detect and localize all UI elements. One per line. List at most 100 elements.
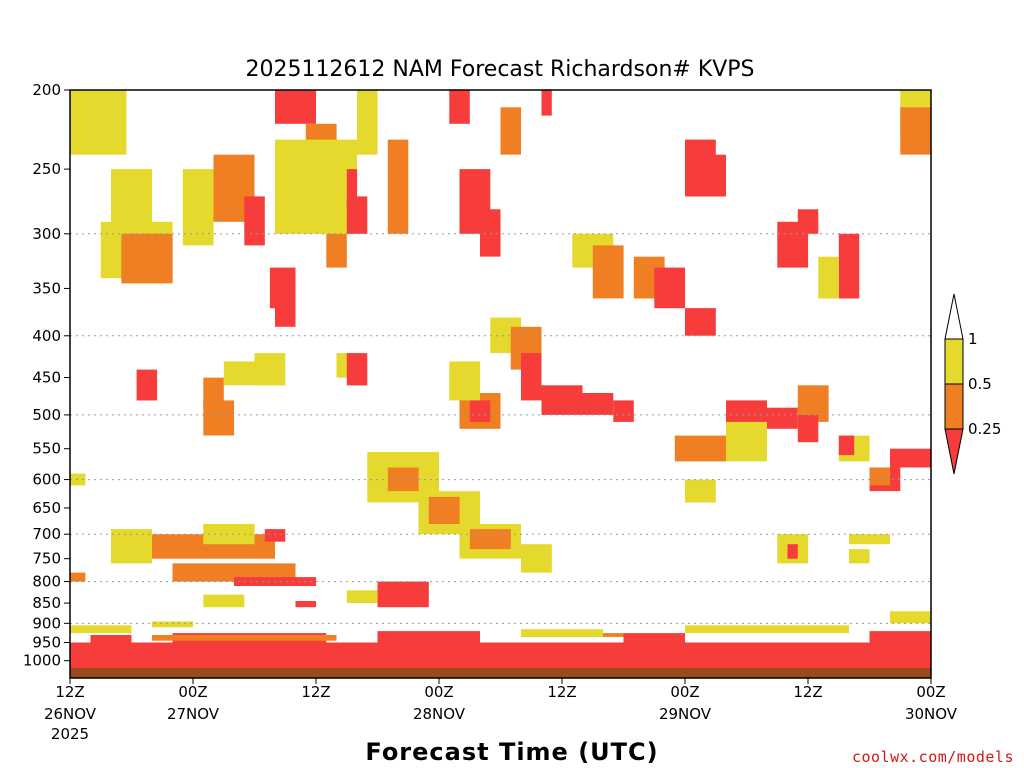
heatmap-cell-30 [469,529,511,550]
y-tick-label-350: 350 [32,279,61,297]
heatmap-cell-1 [90,635,132,647]
x-axis: 12Z 26NOV 2025 00Z 27NOV 12Z 00Z 28NOV 12Z 00Z 29N… [44,678,958,743]
heatmap-cell-91 [890,448,931,468]
heatmap-cell-6 [152,635,337,641]
heatmap-cell-87 [674,435,727,462]
legend-swatch-0.25-to-0.5 [944,383,964,430]
y-tick-label-800: 800 [32,573,61,591]
heatmap-cell-86 [797,414,819,443]
y-tick-label-900: 900 [32,614,61,632]
heatmap-cell-61 [838,233,860,299]
y-axis: 200 250 300 350 400 450 500 550 600 650 700 750 800 8… [23,81,70,670]
ground-band [70,668,931,678]
heatmap-cell-4 [623,633,685,645]
y-tick-label-850: 850 [32,594,61,612]
legend-swatch-above-1 [944,293,964,340]
heatmap-cell-32 [70,90,127,155]
heatmap-cell-66 [275,298,296,327]
heatmap-cell-41 [275,139,357,234]
x-tick-date-1: 27NOV [167,705,220,723]
heatmap-cell-84 [767,407,798,429]
heatmap-cell-79 [254,353,286,386]
heatmap-cell-26 [387,467,419,492]
legend-swatch-below-0.25 [944,428,964,475]
legend-label-1: 0.5 [968,375,992,393]
y-tick-label-650: 650 [32,499,61,517]
heatmap-cell-19 [172,563,296,582]
heatmap-cell-75 [136,369,158,401]
x-axis-label: Forecast Time (UTC) [365,738,658,766]
heatmap-cell-52 [480,209,501,257]
heatmap-cell-48 [449,90,470,124]
heatmap-cell-12 [890,611,931,624]
heatmap-cell-94 [685,479,716,503]
heatmap-cell-62 [797,209,819,234]
heatmap-cell-42 [326,233,347,268]
heatmap-cell-35 [121,233,173,284]
heatmap-cell-90 [838,435,855,456]
heatmap-cell-16 [111,529,152,564]
x-tick-time-5: 00Z [670,683,699,701]
x-tick-date-0: 26NOV [44,705,97,723]
x-tick-time-3: 00Z [424,683,453,701]
heatmap-cell-71 [582,393,614,415]
heatmap-cell-74 [469,400,491,422]
heatmap-cell-24 [346,590,378,603]
y-tick-label-550: 550 [32,440,61,458]
heatmap-cell-18 [264,529,286,542]
chart-title: 2025112612 NAM Forecast Richardson# KVPS [245,57,754,82]
heatmap-cell-77 [203,377,224,408]
heatmap-cell-78 [223,361,255,386]
plot-area [70,90,931,678]
heatmap-cell-39 [275,90,316,124]
x-tick-time-1: 00Z [178,683,207,701]
x-tick-date-3: 28NOV [413,705,466,723]
legend-label-0: 1 [968,330,978,348]
heatmap-cell-50 [541,90,552,116]
x-tick-time-2: 12Z [301,683,330,701]
heatmap-cell-0 [70,642,931,673]
heatmap-cell-81 [346,353,368,386]
heatmap-cell-65 [900,107,931,155]
heatmap-cell-88 [726,421,767,462]
x-tick-time-7: 00Z [916,683,945,701]
x-tick-date-5: 29NOV [659,705,712,723]
plot-frame [69,89,932,679]
heatmap-cell-70 [541,385,583,415]
heatmap-cell-45 [346,169,358,210]
x-tick-time-6: 12Z [793,683,822,701]
heatmap-cell-3 [377,631,480,645]
x-tick-time-0: 12Z [55,683,84,701]
y-tick-label-400: 400 [32,327,61,345]
x-tick-date-7: 30NOV [905,705,958,723]
legend-label-2: 0.25 [968,420,1001,438]
y-tick-label-250: 250 [32,160,61,178]
y-tick-label-700: 700 [32,525,61,543]
heatmap-cell-17 [203,523,255,545]
heatmap-cell-28 [428,496,460,524]
y-tick-label-500: 500 [32,406,61,424]
heatmap-cell-82 [449,361,481,401]
legend: 1 0.5 0.25 [944,293,1001,475]
heatmap-cell-57 [685,308,716,336]
heatmap-cell-38 [244,196,265,246]
heatmap-cell-54 [592,245,624,299]
legend-swatch-0.5-to-1 [944,338,964,385]
heatmap-cell-36 [182,169,214,246]
heatmap-cell-31 [521,544,552,573]
heatmap-cell-9 [685,625,849,634]
y-tick-label-950: 950 [32,634,61,652]
x-tick-time-4: 12Z [547,683,576,701]
y-tick-label-300: 300 [32,225,61,243]
heatmap-cell-49 [500,107,521,155]
heatmap-cell-93 [869,467,890,486]
heatmap-cell-69 [521,353,542,401]
x-tick-year-0: 2025 [51,725,89,743]
heatmap-cell-47 [387,139,409,234]
y-tick-label-750: 750 [32,550,61,568]
heatmap-cell-11 [152,621,193,628]
credit-link[interactable]: coolwx.com/models [852,748,1014,766]
heatmap-cell-5 [869,631,931,643]
heatmap-cell-23 [377,581,429,608]
